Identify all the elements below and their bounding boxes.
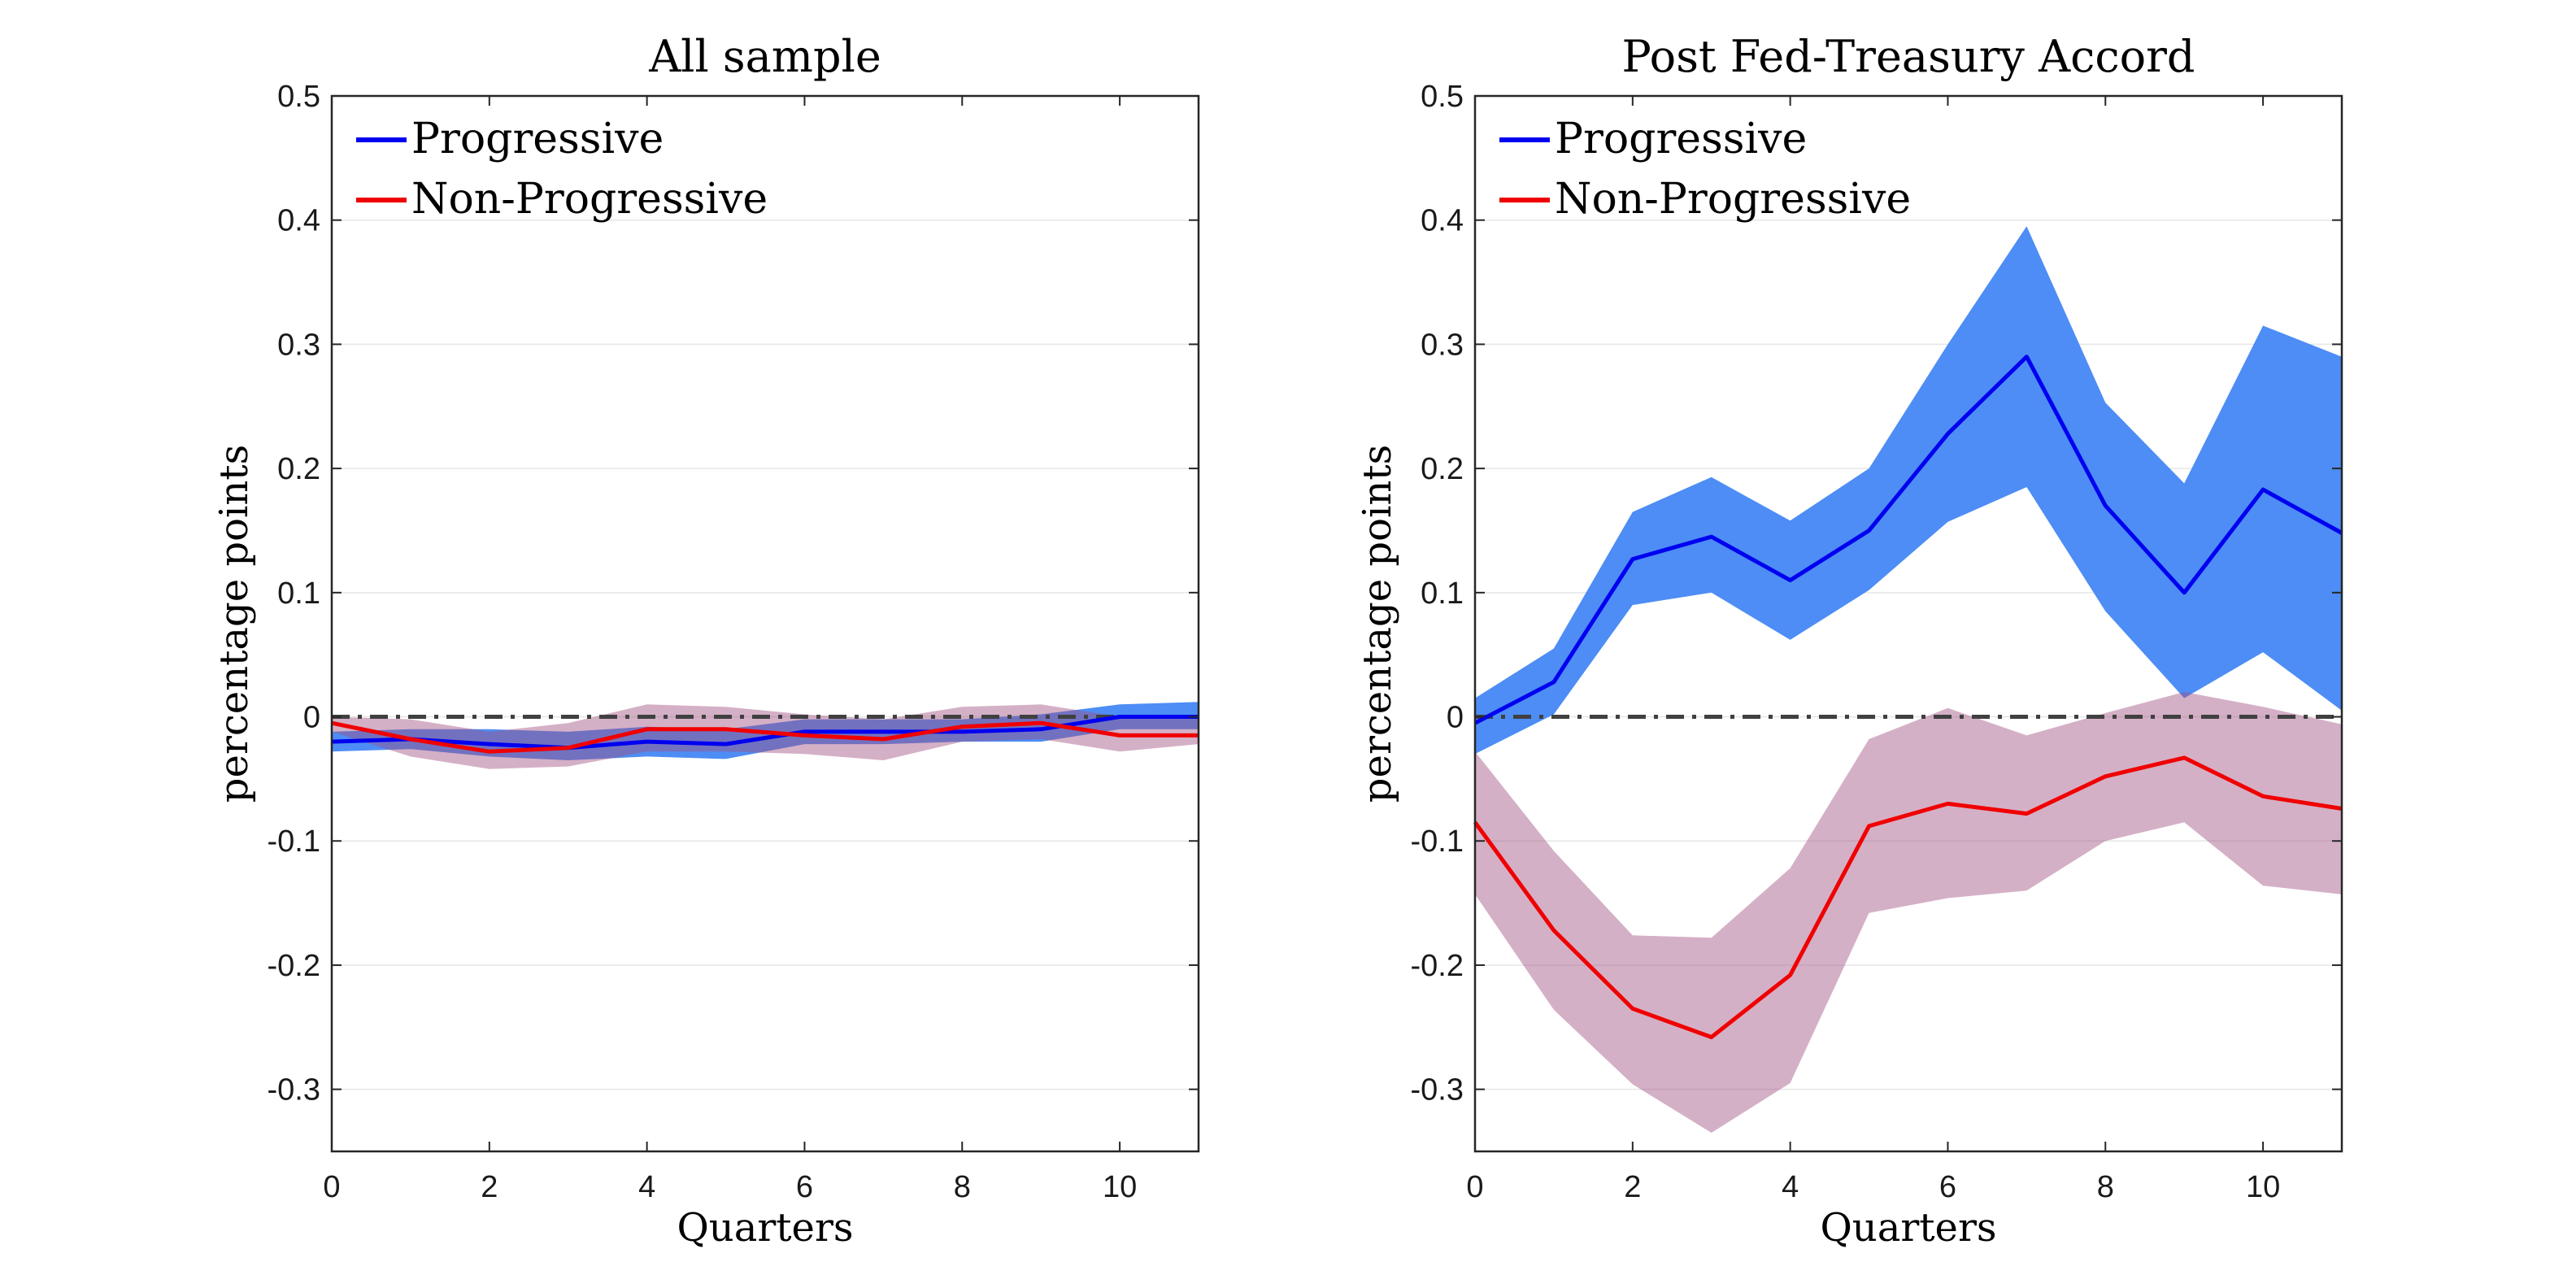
chart-title: Post Fed-Treasury Accord <box>1622 31 2195 82</box>
y-tick-label: 0.2 <box>1421 452 1464 486</box>
x-tick-labels: 0 2 4 6 8 10 <box>1466 1170 2280 1204</box>
legend: Progressive Non-Progressive <box>356 115 768 224</box>
y-tick-label: -0.3 <box>1411 1073 1464 1107</box>
y-tick-label: 0.1 <box>277 577 320 611</box>
y-tick-label: 0 <box>1447 701 1464 735</box>
x-tick-label: 6 <box>1939 1170 1956 1204</box>
axes-box <box>1473 94 2343 1153</box>
x-tick-label: 8 <box>2097 1170 2114 1204</box>
legend-label-progressive: Progressive <box>1555 115 1807 163</box>
confidence-bands <box>1475 226 2342 1134</box>
y-tick-label: 0.3 <box>1421 328 1464 362</box>
tick-marks <box>1474 95 2342 1151</box>
y-tick-label: -0.1 <box>1411 825 1464 859</box>
y-tick-label: -0.3 <box>268 1073 320 1107</box>
x-axis-label: Quarters <box>677 1205 853 1251</box>
x-tick-label: 2 <box>481 1170 498 1204</box>
y-tick-label: 0.3 <box>277 328 320 362</box>
panel-post-accord: -0.3 -0.2 -0.1 0 0.1 0.2 0.3 0.4 0.5 0 2 4 6 8 10 Pos… <box>1355 31 2343 1251</box>
y-tick-label: -0.1 <box>268 825 320 859</box>
y-tick-label: -0.2 <box>1411 949 1464 983</box>
band-progressive <box>1475 226 2342 755</box>
y-tick-label: 0 <box>303 701 320 735</box>
plot-area <box>332 96 1199 1151</box>
x-axis-label: Quarters <box>1820 1205 1996 1251</box>
line-non-progressive <box>1473 755 2343 1039</box>
axes-box <box>330 94 1200 1153</box>
x-tick-label: 0 <box>1466 1170 1483 1204</box>
x-tick-label: 0 <box>323 1170 340 1204</box>
y-tick-label: 0.1 <box>1421 577 1464 611</box>
x-tick-labels: 0 2 4 6 8 10 <box>323 1170 1137 1204</box>
y-tick-labels: -0.3 -0.2 -0.1 0 0.1 0.2 0.3 0.4 0.5 <box>268 80 320 1107</box>
x-tick-label: 4 <box>638 1170 655 1204</box>
x-tick-label: 2 <box>1624 1170 1641 1204</box>
band-non-progressive <box>1475 692 2342 1134</box>
x-tick-label: 10 <box>2246 1170 2280 1204</box>
chart-title: All sample <box>648 31 881 82</box>
y-tick-label: 0.5 <box>1421 80 1464 114</box>
x-tick-label: 6 <box>796 1170 813 1204</box>
y-tick-label: 0.2 <box>277 452 320 486</box>
line-non-progressive <box>331 720 1199 754</box>
y-tick-labels: -0.3 -0.2 -0.1 0 0.1 0.2 0.3 0.4 0.5 <box>1411 80 1464 1107</box>
panel-all-sample: -0.3 -0.2 -0.1 0 0.1 0.2 0.3 0.4 0.5 0 2 4 6 8 10 All… <box>211 31 1200 1251</box>
y-tick-label: -0.2 <box>268 949 320 983</box>
legend-label-progressive: Progressive <box>411 115 664 163</box>
y-tick-label: 0.5 <box>277 80 320 114</box>
x-tick-label: 10 <box>1103 1170 1137 1204</box>
x-tick-label: 4 <box>1782 1170 1799 1204</box>
y-axis-label: percentage points <box>211 445 257 803</box>
line-progressive <box>1473 355 2343 725</box>
y-axis-label: percentage points <box>1355 445 1400 803</box>
x-tick-label: 8 <box>954 1170 971 1204</box>
legend: Progressive Non-Progressive <box>1499 115 1911 224</box>
y-tick-label: 0.4 <box>1421 204 1464 238</box>
tick-marks <box>331 95 1199 1151</box>
legend-label-non-progressive: Non-Progressive <box>1555 175 1911 224</box>
y-tick-label: 0.4 <box>277 204 320 238</box>
legend-label-non-progressive: Non-Progressive <box>411 175 768 224</box>
